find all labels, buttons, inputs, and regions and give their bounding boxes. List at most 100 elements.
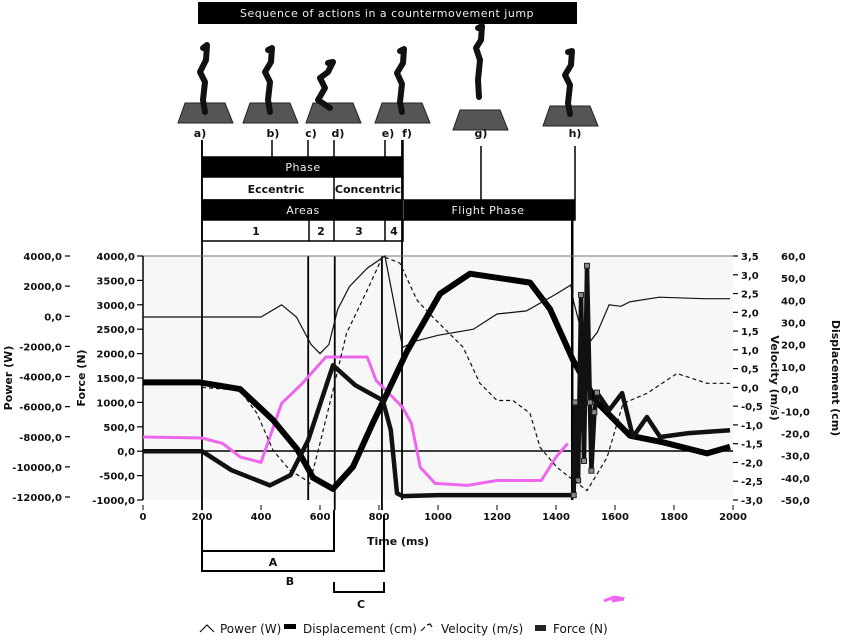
pose-label: b): [267, 127, 280, 140]
area-4: 4: [390, 225, 398, 238]
displacement-cm-series-line: [143, 270, 731, 492]
velocity-axis-title: Velocity (m/s): [768, 335, 781, 420]
pose-label: d): [332, 127, 345, 140]
pose-label: h): [569, 127, 582, 140]
velocity-legend-icon: [420, 623, 433, 632]
displacement-axis-title: Displacement (cm): [829, 320, 842, 436]
force-tick-label: 0,0: [117, 447, 135, 458]
velocity-tick-label: 3,5: [741, 252, 759, 263]
force-platform-icon: [452, 109, 509, 131]
force-tick-label: 3500,0: [96, 276, 135, 287]
power-tick-label: -4000,0: [19, 373, 62, 384]
power-tick-label: -6000,0: [19, 403, 62, 414]
displacement-tick-label: -10,0: [781, 407, 810, 418]
force-tick-label: 1000,0: [96, 398, 135, 409]
force-marker: [586, 399, 593, 406]
interval-brackets: [201, 510, 385, 593]
pink-series-line: [142, 355, 569, 487]
displacement-tick-label: 50,0: [781, 274, 806, 285]
force-marker: [572, 399, 579, 406]
power-tick-label: 4000,0: [23, 252, 62, 263]
displacement-tick-label: 20,0: [781, 341, 806, 352]
force-axis-title: Force (N): [75, 349, 88, 406]
force-tick-label: 2000,0: [96, 350, 135, 361]
velocity-tick-label: -0,5: [741, 402, 763, 413]
x-tick-label: 1000: [424, 512, 452, 523]
displacement-legend-icon: [284, 624, 296, 629]
displacement-tick-label: -20,0: [781, 429, 810, 440]
power-axis-title: Power (W): [2, 346, 15, 411]
x-tick-label: 400: [251, 512, 272, 523]
force-tick-label: -500,0: [99, 472, 135, 483]
velocity-tick-label: 1,5: [741, 327, 759, 338]
diagram-title: Sequence of actions in a countermovement…: [240, 7, 534, 20]
velocity-tick-label: 0,5: [741, 365, 759, 376]
velocity-tick-label: 2,5: [741, 290, 759, 301]
pose-label: f): [402, 127, 412, 140]
force-n-series-line: [143, 263, 731, 499]
phase-label: Phase: [285, 161, 320, 174]
areas-label: Areas: [286, 204, 320, 217]
power-legend-icon: [199, 624, 215, 633]
displacement-tick-label: 10,0: [781, 363, 806, 374]
displacement-tick-label: 0,0: [781, 385, 799, 396]
force-tick-label: 2500,0: [96, 325, 135, 336]
force-platform-icon: [305, 102, 362, 124]
power-tick-label: -12000,0: [12, 493, 62, 504]
axes-layer: 4000,02000,00,0-2000,0-4000,0-6000,0-800…: [12, 252, 810, 523]
stick-figure-icon: [262, 45, 275, 115]
velocity-tick-label: 2,0: [741, 308, 759, 319]
pose-labels: a) b) c) d) e) f) g) h): [194, 127, 582, 140]
power-tick-label: -10000,0: [12, 463, 62, 474]
force-tick-label: 3000,0: [96, 301, 135, 312]
displacement-tick-label: 40,0: [781, 296, 806, 307]
displacement-tick-label: 30,0: [781, 319, 806, 330]
velocity-tick-label: -2,0: [741, 458, 763, 469]
series-layer: [142, 254, 731, 499]
pink-scribble-mark: [603, 595, 626, 603]
legend: Power (W) Displacement (cm) Velocity (m/…: [199, 622, 608, 636]
pose-label: g): [475, 127, 488, 140]
velocity-tick-label: -3,0: [741, 496, 763, 507]
x-tick-label: 200: [192, 512, 213, 523]
x-tick-label: 1600: [601, 512, 629, 523]
legend-power: Power (W): [220, 622, 281, 636]
displacement-tick-label: -50,0: [781, 496, 810, 507]
displacement-tick-label: -30,0: [781, 452, 810, 463]
velocity-tick-label: 3,0: [741, 271, 759, 282]
legend-force: Force (N): [553, 622, 608, 636]
x-tick-label: 0: [140, 512, 147, 523]
displacement-tick-label: 60,0: [781, 252, 806, 263]
x-axis-title: Time (ms): [367, 535, 429, 548]
jump-pose-figures: [177, 23, 599, 131]
displacement-tick-label: -40,0: [781, 474, 810, 485]
velocity-tick-label: -2,5: [741, 477, 763, 488]
legend-displacement: Displacement (cm): [303, 622, 417, 636]
force-marker: [570, 492, 577, 499]
force-tick-label: 1500,0: [96, 374, 135, 385]
x-tick-label: 2000: [719, 512, 747, 523]
velocity-tick-label: -1,5: [741, 440, 763, 451]
bracket-b-label: B: [286, 575, 294, 588]
flight-phase-label: Flight Phase: [451, 204, 524, 217]
phase-table: [201, 140, 576, 242]
area-3: 3: [355, 225, 363, 238]
velocity-tick-label: 1,0: [741, 346, 759, 357]
concentric-label: Concentric: [335, 183, 401, 196]
pose-label: c): [305, 127, 317, 140]
force-legend-icon: [535, 625, 546, 631]
power-w-series-line: [143, 254, 730, 355]
power-tick-label: 0,0: [44, 312, 62, 323]
force-marker: [578, 292, 585, 299]
x-tick-label: 1800: [660, 512, 688, 523]
force-marker: [575, 477, 582, 484]
area-2: 2: [317, 225, 325, 238]
x-tick-label: 600: [310, 512, 331, 523]
velocity-m-s-series-line: [201, 255, 730, 492]
pose-label: a): [194, 127, 206, 140]
bracket-a-label: A: [269, 556, 278, 569]
x-tick-label: 1400: [542, 512, 570, 523]
stick-figure-icon: [197, 42, 210, 115]
force-marker: [581, 457, 588, 464]
